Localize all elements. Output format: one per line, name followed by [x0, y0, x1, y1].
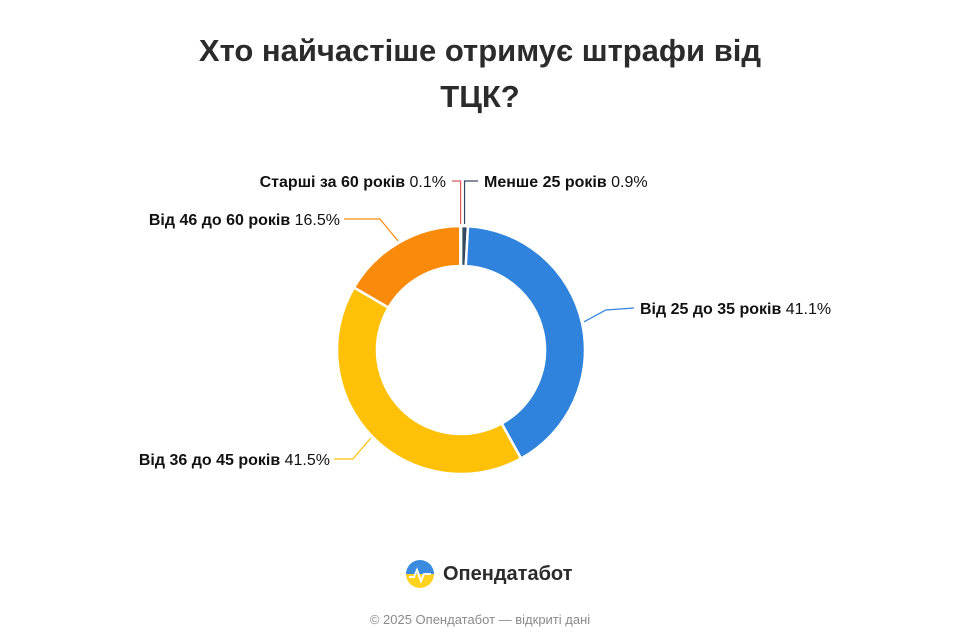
slice-label: Від 46 до 60 років 16.5%	[149, 212, 340, 229]
brand: Опендатабот	[405, 558, 572, 590]
chart-title: Хто найчастіше отримує штрафи від ТЦК?	[0, 28, 960, 120]
chart-title-line-1: Хто найчастіше отримує штрафи від	[198, 33, 762, 68]
slice-label-category: Від 25 до 35 років	[640, 301, 786, 318]
donut-slice	[335, 285, 523, 476]
chart-title-line-2: ТЦК?	[440, 79, 520, 114]
slice-label-value: 41.5%	[285, 452, 330, 469]
slice-label: Старші за 60 років 0.1%	[260, 174, 446, 191]
slice-label: Менше 25 років 0.9%	[484, 174, 648, 191]
leader-line	[583, 307, 635, 323]
slice-label-value: 0.1%	[410, 174, 446, 191]
opendatabot-logo-icon	[406, 560, 434, 588]
donut-slice	[352, 224, 462, 310]
footer-text: © 2025 Опендатабот — відкриті дані	[369, 612, 591, 627]
donut-slice	[458, 224, 463, 268]
slice-label-category: Старші за 60 років	[260, 174, 410, 191]
slice-label: Від 25 до 35 років 41.1%	[640, 301, 831, 318]
slice-label-category: Менше 25 років	[484, 174, 611, 191]
slice-label-category: Від 46 до 60 років	[149, 212, 295, 229]
slice-label-value: 41.1%	[786, 301, 831, 318]
leader-line	[452, 180, 462, 225]
brand-name: Опендатабот	[443, 562, 573, 585]
donut-slice	[464, 224, 587, 461]
leader-line	[334, 437, 372, 460]
slice-label-value: 16.5%	[295, 212, 340, 229]
slice-label-value: 0.9%	[611, 174, 647, 191]
leader-line	[344, 218, 399, 242]
slice-label-category: Від 36 до 45 років	[139, 452, 285, 469]
slice-label: Від 36 до 45 років 41.5%	[139, 452, 330, 469]
leader-line	[463, 180, 478, 225]
